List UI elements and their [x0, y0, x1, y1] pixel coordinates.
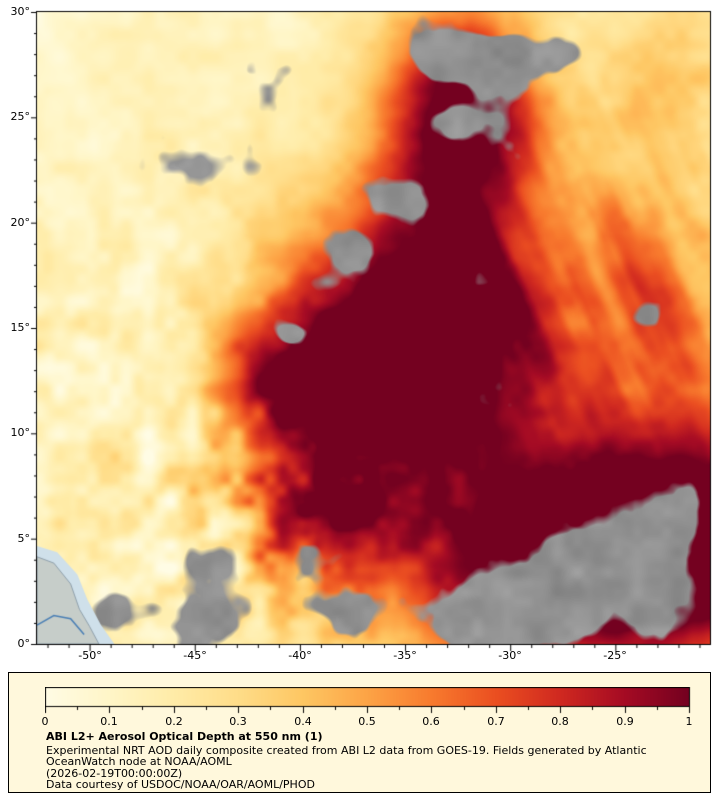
- lat-tick-20: 20°: [10, 216, 31, 229]
- lon-tick-30w: -30°: [498, 649, 522, 662]
- legend-text-block: ABI L2+ Aerosol Optical Depth at 550 nm …: [46, 731, 702, 791]
- cb-tick-0: 0: [41, 715, 49, 728]
- map-figure: 30° 25° 20° 15° 10° 5° 0° -50° -45° -40°…: [0, 0, 720, 662]
- cb-tick-01: 0.1: [100, 715, 118, 728]
- cb-tick-07: 0.7: [487, 715, 505, 728]
- lon-tick-45w: -45°: [183, 649, 207, 662]
- legend-description: Experimental NRT AOD daily composite cre…: [46, 743, 647, 768]
- lon-tick-25w: -25°: [603, 649, 627, 662]
- aod-map-canvas: [0, 0, 720, 660]
- cb-tick-04: 0.4: [294, 715, 312, 728]
- legend-panel: 0 0.1 0.2 0.3 0.4 0.5 0.6 0.7 0.8 0.9 1 …: [8, 672, 711, 793]
- cb-tick-05: 0.5: [358, 715, 376, 728]
- colorbar: [45, 687, 691, 714]
- legend-timestamp: (2026-02-19T00:00:00Z): [46, 766, 183, 780]
- lat-tick-25: 25°: [10, 110, 31, 123]
- lat-tick-10: 10°: [10, 426, 31, 439]
- lon-tick-35w: -35°: [393, 649, 417, 662]
- lat-tick-0: 0°: [17, 637, 31, 650]
- cb-tick-06: 0.6: [422, 715, 440, 728]
- lon-tick-50w: -50°: [78, 649, 102, 662]
- cb-tick-09: 0.9: [616, 715, 634, 728]
- cb-tick-1: 1: [685, 715, 693, 728]
- lat-tick-30: 30°: [10, 5, 31, 18]
- lat-tick-15: 15°: [10, 321, 31, 334]
- lat-tick-5: 5°: [17, 532, 31, 545]
- cb-tick-03: 0.3: [229, 715, 247, 728]
- legend-title: ABI L2+ Aerosol Optical Depth at 550 nm …: [46, 730, 323, 743]
- cb-tick-08: 0.8: [551, 715, 569, 728]
- lon-tick-40w: -40°: [288, 649, 312, 662]
- legend-credit: Data courtesy of USDOC/NOAA/OAR/AOML/PHO…: [46, 778, 315, 791]
- cb-tick-02: 0.2: [165, 715, 183, 728]
